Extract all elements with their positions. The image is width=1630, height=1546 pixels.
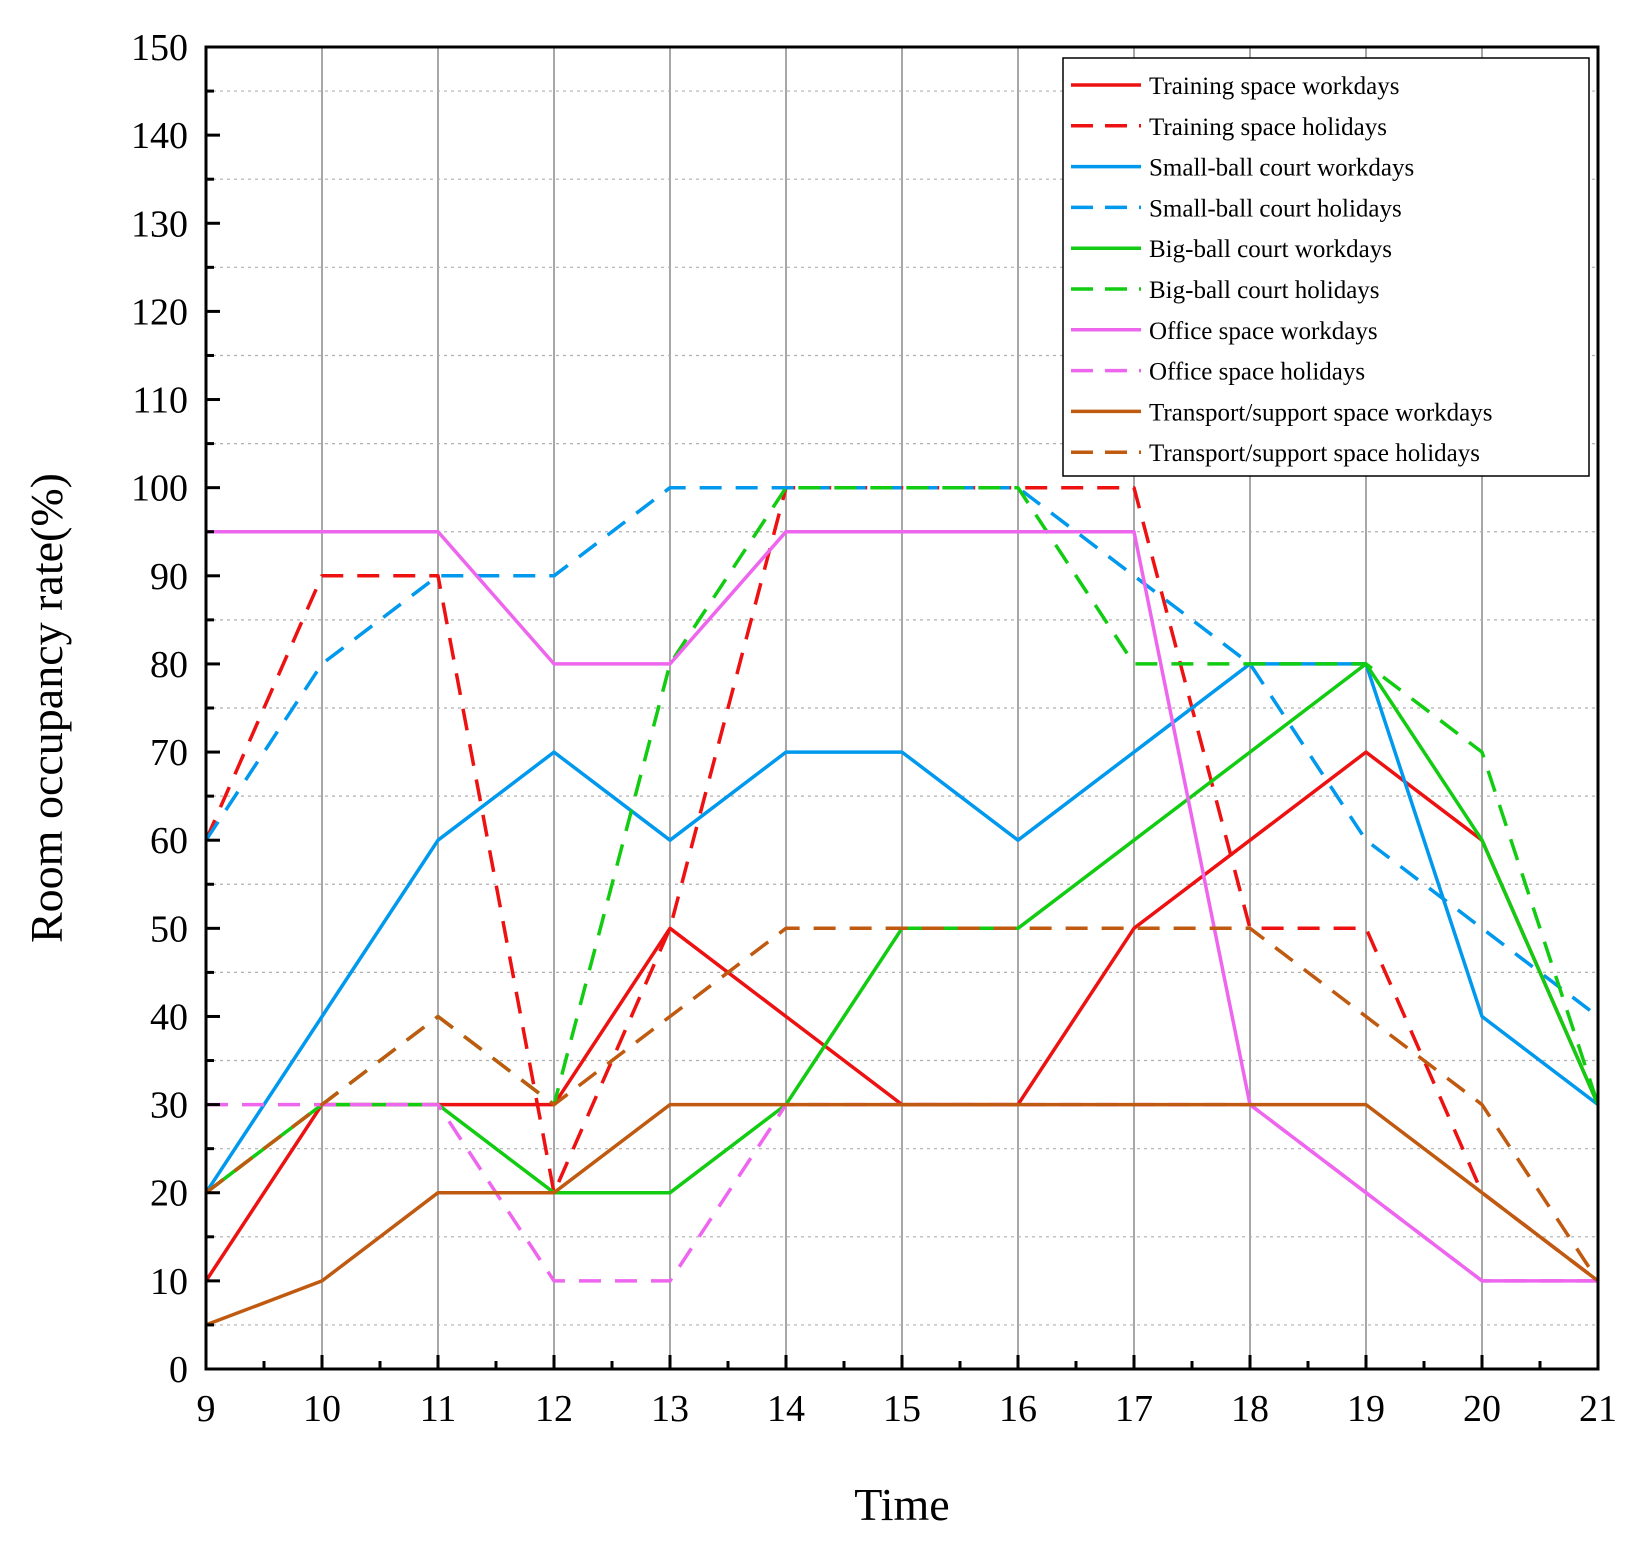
y-axis-title: Room occupancy rate(%) [21,473,72,943]
x-tick-label: 18 [1231,1388,1269,1430]
legend-label: Transport/support space workdays [1149,399,1492,426]
legend-label: Training space workdays [1149,73,1399,100]
y-tick-label: 20 [150,1173,188,1215]
legend-label: Office space workdays [1149,318,1378,345]
x-tick-label: 21 [1579,1388,1617,1430]
legend-label: Small-ball court workdays [1149,155,1414,182]
axis-ticks [204,45,1600,1371]
legend-label: Small-ball court holidays [1149,195,1402,222]
tick-labels: 9 10 11 12 13 14 15 16 17 18 19 20 21 0 10 20 30 40 50 60 70… [131,27,1617,1430]
y-tick-label: 100 [131,468,188,510]
x-tick-label: 17 [1115,1388,1153,1430]
x-tick-label: 12 [535,1388,573,1430]
legend-label: Transport/support space holidays [1149,440,1480,467]
y-tick-label: 80 [150,644,188,686]
series-line-8 [206,1102,1598,1283]
y-tick-label: 110 [132,380,188,422]
y-tick-label: 60 [150,820,188,862]
x-tick-label: 9 [197,1388,216,1430]
series-lines [204,485,1600,1327]
series-line-10 [204,926,1600,1282]
y-tick-label: 90 [150,556,188,598]
x-tick-label: 15 [883,1388,921,1430]
legend-box [1062,57,1590,477]
legend-label: Training space holidays [1149,114,1387,141]
x-axis-title: Time [854,1479,949,1530]
y-tick-label: 50 [150,908,188,950]
y-tick-label: 150 [131,27,188,69]
y-tick-label: 70 [150,732,188,774]
y-tick-label: 120 [131,291,188,333]
x-tick-label: 13 [651,1388,689,1430]
y-tick-label: 40 [150,996,188,1038]
y-tick-label: 130 [131,203,188,245]
series-line-9 [205,1102,1600,1327]
y-tick-label: 0 [169,1349,188,1391]
x-tick-label: 20 [1463,1388,1501,1430]
y-tick-label: 30 [150,1085,188,1127]
x-tick-label: 11 [420,1388,457,1430]
y-tick-label: 10 [150,1261,188,1303]
legend: Training space workdays Training space ho… [1062,57,1590,477]
x-tick-label: 10 [303,1388,341,1430]
y-tick-label: 140 [131,115,188,157]
x-tick-label: 14 [767,1388,805,1430]
x-tick-label: 19 [1347,1388,1385,1430]
legend-label: Office space holidays [1149,359,1365,386]
x-tick-label: 16 [999,1388,1037,1430]
series-line-2 [204,485,1600,1283]
legend-label: Big-ball court holidays [1149,277,1380,304]
legend-label: Big-ball court workdays [1149,236,1392,263]
